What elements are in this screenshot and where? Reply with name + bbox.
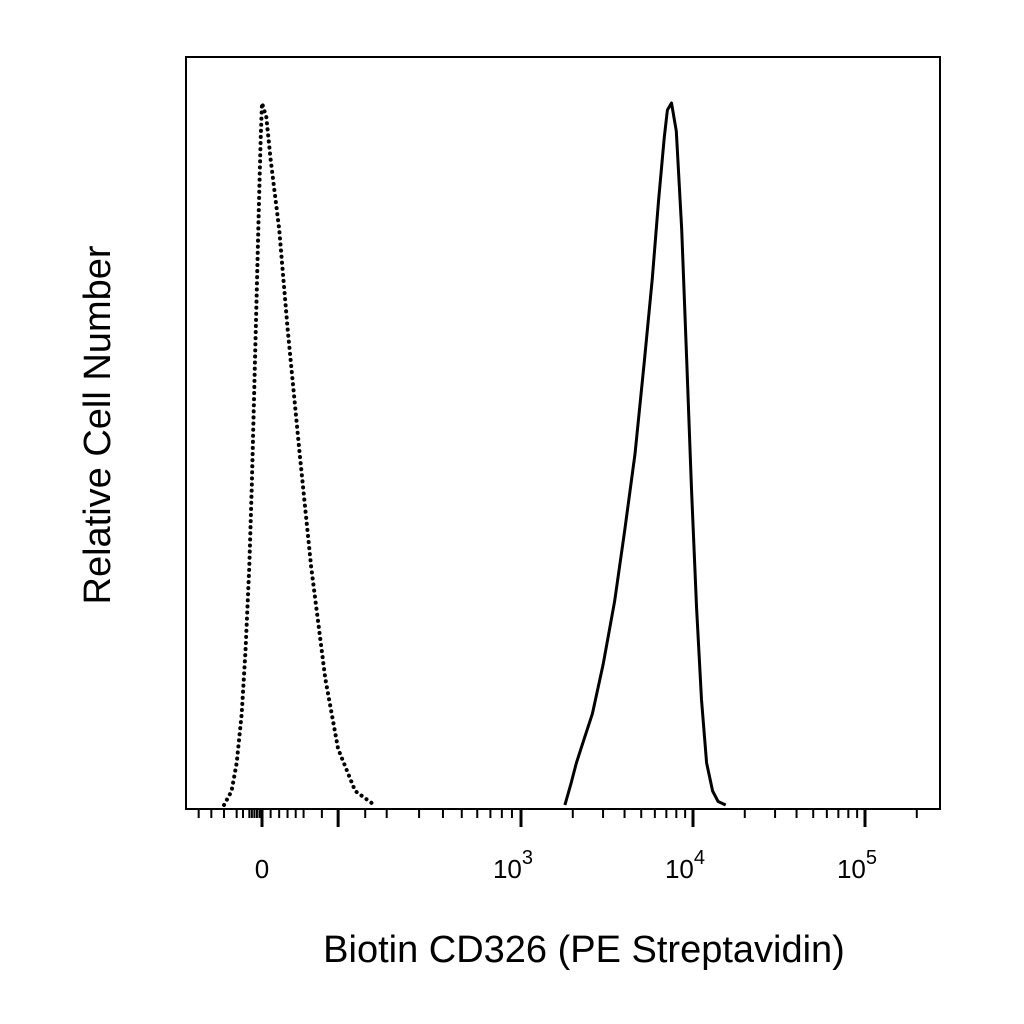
histogram-series-control <box>222 101 377 807</box>
x-axis-ticks <box>197 809 918 827</box>
x-tick-label: 103 <box>493 847 533 884</box>
x-axis-tick-labels: 0 103 104 105 <box>255 847 877 884</box>
x-tick-label: 104 <box>665 847 705 884</box>
plot-frame <box>185 56 941 810</box>
series-layer <box>222 101 727 807</box>
x-axis-label: Biotin CD326 (PE Streptavidin) <box>323 929 845 971</box>
x-tick-label: 105 <box>837 847 877 884</box>
x-tick-label: 0 <box>255 854 269 884</box>
y-axis-label: Relative Cell Number <box>77 245 119 604</box>
histogram-series-stained <box>563 101 727 807</box>
